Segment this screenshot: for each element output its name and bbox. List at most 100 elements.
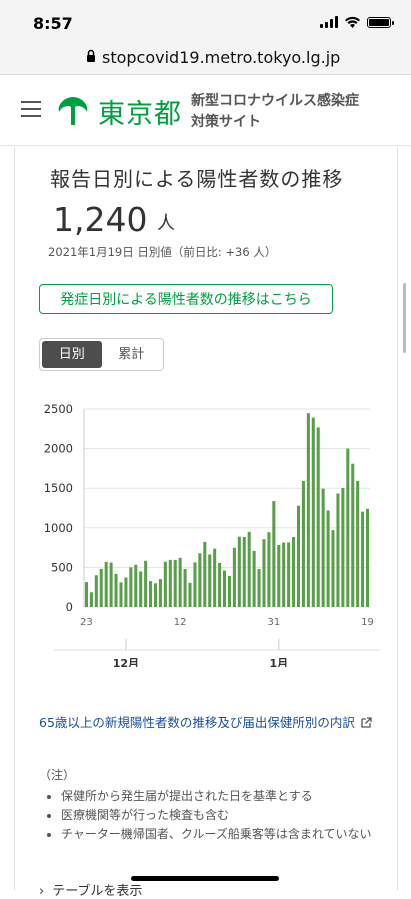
positive-cases-card: 報告日別による陽性者数の推移 1,240 人 2021年1月19日 日別値（前日…	[14, 147, 398, 899]
y-tick-label: 2000	[44, 442, 73, 456]
wifi-icon	[345, 16, 360, 28]
chart-bar	[84, 582, 88, 607]
daily-count-value: 1,240	[53, 200, 148, 239]
chart-bar	[89, 592, 93, 607]
tokyo-logo-icon[interactable]	[56, 94, 90, 128]
y-tick-label: 0	[66, 600, 73, 614]
chart-bar	[203, 541, 207, 607]
site-title: 新型コロナウイルス感染症対策サイト	[191, 93, 359, 130]
chart-bar	[139, 571, 143, 607]
chart-bar	[163, 561, 167, 607]
chart-bar	[237, 536, 241, 607]
chart-bar	[296, 505, 301, 607]
page-scrollbar[interactable]	[403, 283, 406, 353]
chart-bar	[242, 536, 246, 607]
x-tick-label: 12	[174, 617, 187, 628]
x-tick-label: 19	[361, 617, 374, 628]
chart-bar	[316, 427, 320, 607]
chart-bar	[173, 559, 177, 607]
note-item: 医療機関等が行った検査も含む	[61, 806, 384, 825]
menu-icon[interactable]	[21, 101, 41, 117]
chart-bar	[321, 488, 325, 607]
chevron-right-icon[interactable]: ›	[39, 884, 45, 899]
chart-bar	[178, 557, 182, 607]
chart-bar	[287, 542, 291, 607]
notes-section: （注） 保健所から発生届が提出された日を基準とする 医療機関等が行った検査も含む…	[39, 766, 384, 844]
chart-bar	[336, 493, 340, 607]
chart-bar	[227, 575, 231, 607]
notes-list: 保健所から発生届が提出された日を基準とする 医療機関等が行った検査も含む チャー…	[39, 787, 384, 844]
chart-bar	[252, 550, 256, 607]
chart-bar	[341, 488, 345, 607]
onset-date-link-button[interactable]: 発症日別による陽性者数の推移はこちら	[39, 284, 333, 314]
chart-bar	[99, 568, 103, 607]
chart-bar	[262, 539, 266, 607]
chart-bar	[198, 553, 202, 607]
y-tick-label: 2500	[44, 402, 73, 416]
chart-bar	[366, 508, 370, 607]
chart-bar	[361, 511, 365, 607]
battery-icon	[367, 17, 394, 28]
chart-bar	[119, 582, 123, 607]
chart-bar	[183, 568, 187, 607]
chart-bar	[311, 417, 315, 607]
chart-bar	[351, 463, 355, 607]
chart-bar	[109, 562, 113, 607]
signal-icon	[320, 16, 338, 28]
chart-bar	[213, 548, 217, 607]
y-tick-label: 1500	[44, 481, 73, 495]
chart-bar	[114, 573, 118, 607]
chart-bar	[158, 579, 162, 607]
note-item: チャーター機帰国者、クルーズ船乗客等は含まれていない	[61, 825, 384, 844]
toggle-daily[interactable]: 日別	[42, 341, 102, 368]
date-line: 2021年1月19日 日別値（前日比: +36 人）	[48, 245, 277, 259]
chart-bar	[301, 480, 305, 607]
note-item: 保健所から発生届が提出された日を基準とする	[61, 787, 384, 806]
chart-bar	[356, 480, 360, 607]
home-indicator[interactable]	[131, 876, 279, 881]
status-bar: 8:57	[0, 0, 411, 44]
chart-bar	[346, 448, 350, 607]
elderly-breakdown-link[interactable]: 65歳以上の新規陽性者数の推移及び届出保健所別の内訳	[39, 713, 384, 733]
chart-bar	[218, 562, 222, 607]
chart-bar	[257, 568, 261, 607]
chart-bar	[153, 583, 158, 607]
chart-bar	[94, 575, 98, 607]
chart-bar	[168, 559, 172, 607]
chart-bar	[292, 536, 296, 607]
notes-heading: （注）	[39, 768, 76, 782]
y-tick-label: 500	[51, 560, 73, 574]
elderly-breakdown-link-label[interactable]: 65歳以上の新規陽性者数の推移及び届出保健所別の内訳	[39, 715, 355, 730]
chart-bar	[124, 577, 128, 607]
site-header: 東京都 新型コロナウイルス感染症対策サイト	[0, 75, 411, 146]
chart-bar	[223, 570, 227, 607]
chart-bar	[267, 532, 271, 607]
chart-bar	[129, 567, 133, 607]
positive-cases-bar-chart: 0 500 1000 1500 2000 2500 23 12 31 19 12月 1月	[44, 402, 380, 667]
status-icons	[320, 16, 394, 28]
month-label: 1月	[269, 657, 288, 667]
chart-bar	[104, 561, 108, 607]
logo-text[interactable]: 東京都	[98, 99, 182, 130]
chart-bar	[272, 501, 276, 607]
chart-bar	[277, 544, 281, 607]
x-tick-label: 31	[267, 617, 280, 628]
chart-bar	[247, 531, 251, 607]
address-bar[interactable]: stopcovid19.metro.tokyo.lg.jp	[0, 44, 411, 75]
x-tick-label: 23	[80, 617, 93, 628]
chart-bar	[149, 581, 153, 607]
chart-bar	[144, 560, 148, 607]
chart-bar	[326, 510, 330, 607]
lock-icon	[87, 49, 95, 62]
table-toggle-label[interactable]: テーブルを表示	[52, 884, 143, 899]
external-link-icon[interactable]	[361, 717, 372, 728]
url-text[interactable]: stopcovid19.metro.tokyo.lg.jp	[102, 48, 341, 67]
chart-bar	[134, 564, 138, 607]
y-tick-label: 1000	[44, 521, 73, 535]
chart-bar	[188, 582, 192, 607]
status-time: 8:57	[33, 14, 73, 33]
toggle-cumulative[interactable]: 累計	[118, 347, 145, 362]
chart-bar	[306, 413, 310, 607]
month-label: 12月	[113, 657, 139, 667]
card-title: 報告日別による陽性者数の推移	[50, 167, 344, 191]
